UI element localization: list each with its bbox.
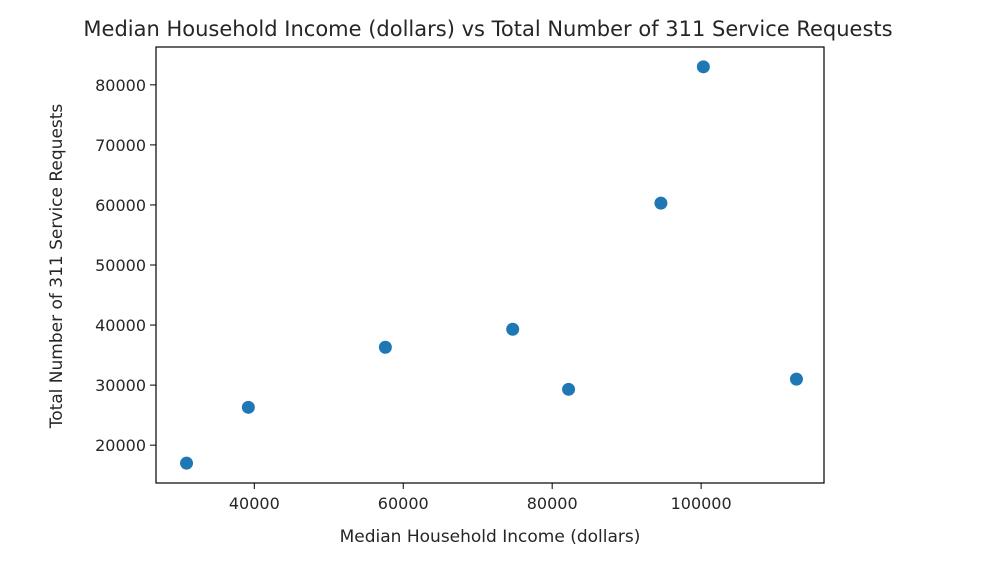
scatter-point <box>378 340 392 354</box>
plot-area <box>155 46 825 484</box>
y-tick-label: 80000 <box>95 76 146 95</box>
scatter-point <box>180 456 194 470</box>
y-axis-ticks: 20000 30000 40000 50000 60000 70000 80000 <box>95 76 156 455</box>
y-tick-label: 40000 <box>95 316 146 335</box>
y-tick-label: 70000 <box>95 136 146 155</box>
y-tick-label: 60000 <box>95 196 146 215</box>
chart-title: Median Household Income (dollars) vs Tot… <box>83 17 892 41</box>
scatter-point <box>696 60 710 74</box>
scatter-point <box>241 400 255 414</box>
scatter-point <box>654 196 668 210</box>
x-tick-label: 80000 <box>527 494 578 513</box>
scatter-point <box>506 322 520 336</box>
y-tick-label: 50000 <box>95 256 146 275</box>
x-axis-label: Median Household Income (dollars) <box>340 527 641 547</box>
scatter-point <box>789 372 803 386</box>
y-axis-label: Total Number of 311 Service Requests <box>47 104 67 430</box>
data-points <box>180 60 803 470</box>
x-axis-ticks: 40000 60000 80000 100000 <box>229 483 732 513</box>
scatter-point <box>562 382 576 396</box>
y-tick-label: 30000 <box>95 376 146 395</box>
x-tick-label: 60000 <box>378 494 429 513</box>
y-tick-label: 20000 <box>95 436 146 455</box>
x-tick-label: 100000 <box>671 494 732 513</box>
x-tick-label: 40000 <box>229 494 280 513</box>
